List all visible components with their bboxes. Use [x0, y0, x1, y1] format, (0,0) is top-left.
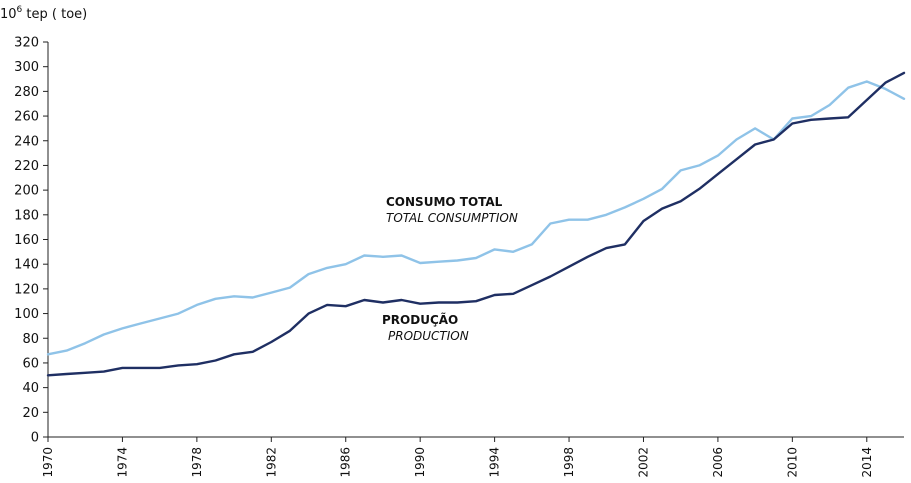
annotation-consumption-en: TOTAL CONSUMPTION	[386, 211, 518, 225]
y-tick-label: 180	[14, 208, 39, 223]
y-axis: 0 20 40 60 80 100 120 140 160 180 200 220 240 260 280 3…	[14, 36, 49, 446]
y-tick-label: 200	[14, 184, 39, 199]
y-tick-label: 300	[14, 60, 39, 75]
x-tick-label: 1970	[41, 447, 55, 478]
annotation-production-pt: PRODUÇÃO	[382, 312, 458, 327]
y-axis-unit-label: 106 tep ( toe)	[0, 5, 87, 22]
x-tick-label: 1994	[488, 447, 502, 478]
series-line-consumption	[46, 80, 906, 356]
y-unit-base: 10	[0, 7, 17, 22]
x-tick-label: 2010	[785, 447, 799, 478]
y-tick-label: 60	[22, 356, 39, 371]
x-tick-label: 1974	[115, 447, 129, 478]
y-tick-label: 320	[14, 36, 39, 51]
y-tick-label: 80	[22, 332, 39, 347]
y-tick-label: 280	[14, 85, 39, 100]
series-line-production	[46, 71, 906, 377]
x-tick-label: 1990	[413, 447, 427, 478]
y-tick-label: 0	[31, 431, 39, 446]
x-tick-label: 2014	[860, 447, 874, 478]
annotation-consumption-pt: CONSUMO TOTAL	[386, 195, 503, 209]
x-tick-label: 1978	[190, 447, 204, 478]
x-tick-label: 2002	[636, 447, 650, 478]
series-lines	[46, 71, 906, 377]
y-tick-label: 40	[22, 381, 39, 396]
x-tick-label: 2006	[711, 447, 725, 478]
y-tick-label: 240	[14, 134, 39, 149]
y-tick-label: 20	[22, 406, 39, 421]
y-tick-label: 220	[14, 159, 39, 174]
y-tick-label: 140	[14, 258, 39, 273]
x-tick-label: 1998	[562, 447, 576, 478]
y-unit-rest: tep ( toe)	[22, 7, 87, 22]
y-tick-label: 100	[14, 307, 39, 322]
y-tick-label: 260	[14, 110, 39, 125]
y-tick-label: 160	[14, 233, 39, 248]
y-unit-exponent: 6	[17, 5, 23, 15]
y-tick-label: 120	[14, 282, 39, 297]
x-tick-label: 1982	[264, 447, 278, 478]
x-axis: 1970 1974 1978 1982 1986 1990 1994 1998 2002 2006…	[41, 436, 904, 478]
x-tick-label: 1986	[339, 447, 353, 478]
annotation-production-en: PRODUCTION	[388, 329, 469, 343]
